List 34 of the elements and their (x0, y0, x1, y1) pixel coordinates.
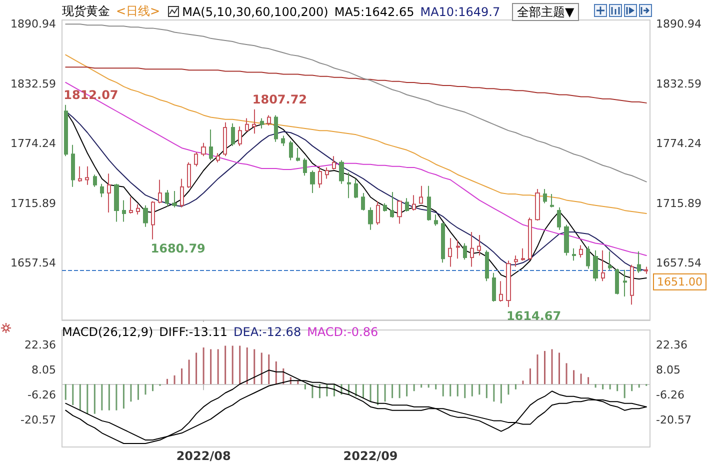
text: 全部主题▼ (512, 3, 580, 21)
y-tick-label: 8.05 (32, 364, 56, 377)
y-tick-label: 1657.54 (10, 256, 56, 270)
y2-tick-label: -20.57 (656, 414, 692, 427)
y-tick-label: 1774.24 (10, 137, 56, 150)
y-tick-label: 1715.89 (10, 196, 56, 210)
y2-tick-label: 1890.94 (656, 18, 702, 31)
y2-tick-label: -6.26 (656, 388, 684, 402)
text: MA(5,10,30,60,100,200) (182, 4, 328, 18)
text: MA5:1642.65 (334, 4, 414, 18)
chart-title: 现货黄金 (62, 3, 110, 20)
y2-tick-label: 1715.89 (656, 196, 702, 210)
ref-line-label: 1651.00 (657, 275, 702, 288)
annotation: 1680.79 (150, 241, 206, 256)
y2-tick-label: 8.05 (656, 364, 680, 377)
annotation: 1614.67 (506, 309, 562, 324)
annotation: MACD:-0.86 (307, 325, 378, 339)
y2-tick-label: 1832.59 (656, 77, 702, 90)
chart-subtitle: <日线> (116, 3, 160, 20)
y-tick-label: 1832.59 (10, 77, 56, 90)
annotation: DIFF:-13.11 (159, 325, 228, 339)
y-tick-label: -6.26 (28, 388, 56, 402)
chart-title: MACD(26,12,9) (62, 325, 154, 339)
y2-tick-label: 1657.54 (656, 256, 702, 270)
text: MA10:1649.7 (420, 4, 500, 18)
y-tick-label: -20.57 (20, 414, 56, 427)
y2-tick-label: 1774.24 (656, 137, 702, 150)
y-tick-label: 22.36 (24, 338, 56, 352)
y-tick-label: 1890.94 (10, 18, 56, 31)
annotation: DEA:-12.68 (234, 325, 302, 339)
x-tick-label: 2022/09 (343, 449, 398, 463)
annotation: 1807.72 (252, 92, 308, 106)
y2-tick-label: 22.36 (656, 338, 688, 352)
x-tick-label: 2022/08 (176, 449, 231, 463)
